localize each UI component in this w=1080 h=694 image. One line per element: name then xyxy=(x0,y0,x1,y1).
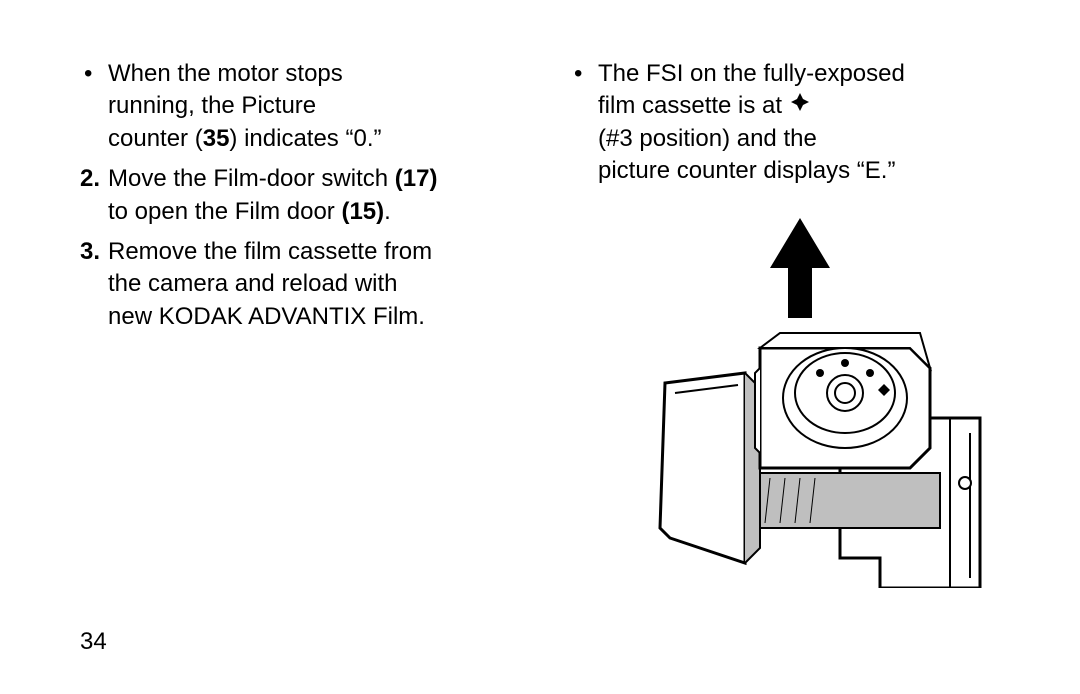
bullet-item-motor-stops: • When the motor stops running, the Pict… xyxy=(80,58,530,155)
text-line: Move the Film-door switch xyxy=(108,165,395,192)
film-door xyxy=(660,373,760,563)
right-column: • The FSI on the fully-exposed film cass… xyxy=(570,58,1020,654)
bullet-marker: • xyxy=(80,58,108,155)
numbered-marker: 2. xyxy=(80,163,108,228)
manual-page: • When the motor stops running, the Pict… xyxy=(0,0,1080,694)
text-line: to open the Film door xyxy=(108,198,341,225)
text-line: Remove the film cassette from xyxy=(108,238,432,265)
bullet-marker: • xyxy=(570,58,598,188)
left-column: • When the motor stops running, the Pict… xyxy=(80,58,530,654)
text-line: running, the Picture xyxy=(108,92,316,119)
cross-symbol-icon xyxy=(789,90,811,122)
text-line: When the motor stops xyxy=(108,60,343,87)
text-line: The FSI on the fully-exposed xyxy=(598,60,905,87)
text-line: film cassette is at xyxy=(598,92,789,119)
film-cassette xyxy=(755,333,930,468)
ref-number: (17) xyxy=(395,165,438,192)
text-line: ) indicates “0.” xyxy=(229,125,381,152)
numbered-marker: 3. xyxy=(80,236,108,333)
page-number: 34 xyxy=(80,628,107,656)
bullet-text: When the motor stops running, the Pictur… xyxy=(108,58,530,155)
ref-number: (15) xyxy=(341,198,384,225)
up-arrow-icon xyxy=(770,218,830,318)
camera-film-illustration xyxy=(610,218,990,588)
numbered-item-2: 2. Move the Film-door switch (17) to ope… xyxy=(80,163,530,228)
text-line: the camera and reload with xyxy=(108,270,398,297)
text-line: (#3 position) and the xyxy=(598,125,817,152)
bullet-text: The FSI on the fully-exposed film casset… xyxy=(598,58,1020,188)
numbered-text: Move the Film-door switch (17) to open t… xyxy=(108,163,530,228)
text-line: picture counter displays “E.” xyxy=(598,157,895,184)
text-line: new KODAK ADVANTIX Film. xyxy=(108,303,425,330)
ref-number: 35 xyxy=(203,125,230,152)
text-line: . xyxy=(384,198,391,225)
numbered-text: Remove the film cassette from the camera… xyxy=(108,236,530,333)
bullet-item-fsi: • The FSI on the fully-exposed film cass… xyxy=(570,58,1020,188)
text-line: counter ( xyxy=(108,125,203,152)
numbered-item-3: 3. Remove the film cassette from the cam… xyxy=(80,236,530,333)
